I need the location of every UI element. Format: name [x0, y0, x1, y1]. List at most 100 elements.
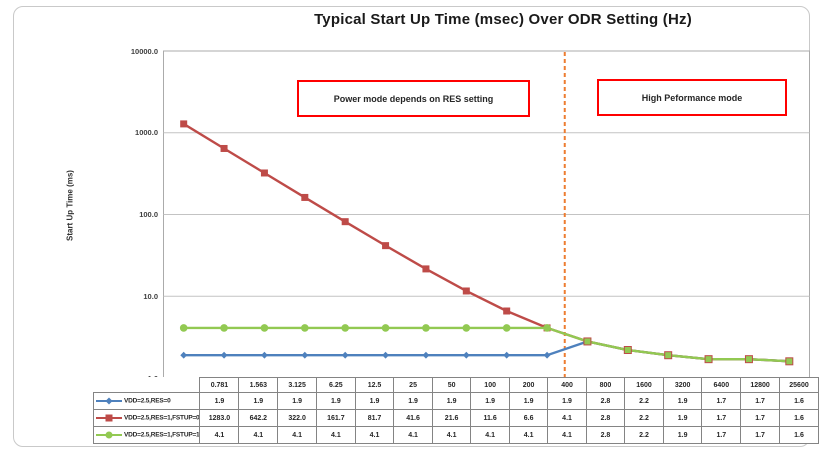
table-value-cell: 1.6: [779, 426, 819, 444]
table-value-cell: 1283.0: [199, 409, 240, 427]
data-point-marker: [422, 351, 430, 359]
table-value-cell: 1.9: [470, 392, 510, 410]
table-value-cell: 1.7: [701, 426, 742, 444]
table-value-cell: 1.7: [740, 409, 781, 427]
data-point-marker: [664, 351, 673, 360]
table-value-cell: 2.8: [585, 409, 626, 427]
chart-title: Typical Start Up Time (msec) Over ODR Se…: [314, 11, 692, 28]
data-point-marker: [301, 351, 309, 359]
data-point-marker: [704, 355, 713, 364]
table-value-cell: 1.9: [662, 426, 703, 444]
data-point-marker: [543, 351, 551, 359]
data-point-marker: [422, 324, 430, 332]
odr-header-cell: 200: [508, 377, 549, 393]
data-point-marker: [744, 355, 753, 364]
series-name-label: VDD=2.5,RES=0: [124, 397, 171, 405]
data-point-marker: [341, 218, 349, 226]
data-point-marker: [422, 265, 430, 273]
data-point-marker: [220, 351, 228, 359]
data-point-marker: [260, 324, 269, 332]
table-value-cell: 1.9: [547, 392, 587, 410]
data-point-marker: [179, 324, 188, 332]
y-tick-label: 1000.0: [135, 128, 158, 138]
table-value-cell: 1.9: [315, 392, 356, 410]
table-value-cell: 4.1: [547, 426, 587, 444]
table-value-cell: 2.2: [624, 426, 664, 444]
diamond-legend-marker-icon: [96, 397, 122, 405]
odr-header-cell: 100: [470, 377, 510, 393]
odr-header-cell: 6.25: [315, 377, 356, 393]
data-point-marker: [462, 324, 471, 332]
table-value-cell: 1.7: [701, 392, 742, 410]
odr-header-cell: 400: [547, 377, 587, 393]
table-value-cell: 2.2: [624, 392, 664, 410]
data-point-marker: [623, 346, 632, 355]
data-point-marker: [180, 351, 188, 359]
table-value-cell: 1.7: [701, 409, 742, 427]
data-point-marker: [382, 242, 390, 250]
table-value-cell: 4.1: [315, 426, 356, 444]
odr-header-cell: 1600: [624, 377, 664, 393]
table-value-cell: 161.7: [315, 409, 356, 427]
table-value-cell: 21.6: [431, 409, 472, 427]
legend-key-2: VDD=2.5,RES=1,FSTUP=1: [92, 426, 201, 444]
table-value-cell: 322.0: [277, 409, 317, 427]
data-point-marker: [301, 324, 309, 332]
table-value-cell: 4.1: [199, 426, 240, 444]
table-value-cell: 1.7: [740, 392, 781, 410]
table-value-cell: 1.9: [662, 409, 703, 427]
table-value-cell: 4.1: [508, 426, 549, 444]
odr-header-cell: 6400: [701, 377, 742, 393]
data-point-marker: [462, 351, 470, 359]
annotation-high-performance-mode: High Peformance mode: [597, 79, 787, 116]
table-value-cell: 4.1: [354, 426, 395, 444]
table-value-cell: 4.1: [470, 426, 510, 444]
table-value-cell: 1.9: [662, 392, 703, 410]
legend-key-1: VDD=2.5,RES=1,FSTUP=0: [92, 409, 201, 427]
odr-header-cell: 12800: [740, 377, 781, 393]
data-point-marker: [543, 324, 551, 332]
y-tick-label: 10000.0: [130, 46, 158, 56]
table-value-cell: 1.9: [431, 392, 472, 410]
table-value-cell: 1.9: [354, 392, 395, 410]
data-point-marker: [220, 324, 228, 332]
series-name-label: VDD=2.5,RES=1,FSTUP=1: [124, 431, 200, 439]
table-value-cell: 2.2: [624, 409, 664, 427]
table-value-cell: 642.2: [238, 409, 279, 427]
odr-header-cell: 1.563: [238, 377, 279, 393]
square-legend-marker-icon: [96, 414, 122, 422]
table-value-cell: 1.9: [238, 392, 279, 410]
table-value-cell: 1.9: [508, 392, 549, 410]
odr-header-cell: 800: [585, 377, 626, 393]
data-point-marker: [220, 144, 228, 152]
legend-key-0: VDD=2.5,RES=0: [92, 392, 201, 410]
data-point-marker: [503, 351, 511, 359]
annotation-power-mode: Power mode depends on RES setting: [297, 80, 530, 117]
table-value-cell: 1.7: [740, 426, 781, 444]
odr-header-cell: 0.781: [199, 377, 240, 393]
table-value-cell: 81.7: [354, 409, 395, 427]
table-value-cell: 2.8: [585, 426, 626, 444]
data-point-marker: [462, 287, 470, 295]
series-line-1: [183, 122, 790, 363]
table-corner-blank: [94, 378, 200, 393]
odr-header-cell: 3200: [662, 377, 703, 393]
data-point-marker: [261, 351, 268, 359]
table-value-cell: 4.1: [277, 426, 317, 444]
table-value-cell: 4.1: [393, 426, 433, 444]
data-point-marker: [341, 351, 349, 359]
table-value-cell: 4.1: [431, 426, 472, 444]
table-value-cell: 4.1: [238, 426, 279, 444]
table-value-cell: 1.6: [779, 409, 819, 427]
data-point-marker: [503, 307, 511, 315]
table-value-cell: 6.6: [508, 409, 549, 427]
data-point-marker: [502, 324, 511, 332]
odr-header-cell: 25600: [779, 377, 819, 393]
data-point-marker: [381, 324, 390, 332]
table-value-cell: 1.9: [277, 392, 317, 410]
data-point-marker: [583, 337, 592, 346]
odr-header-cell: 50: [431, 377, 472, 393]
data-table: 0.781 1.563 3.125 6.25 12.5 25 50 100 200 400 800 1…: [92, 377, 819, 444]
series-line-2: [183, 326, 790, 363]
